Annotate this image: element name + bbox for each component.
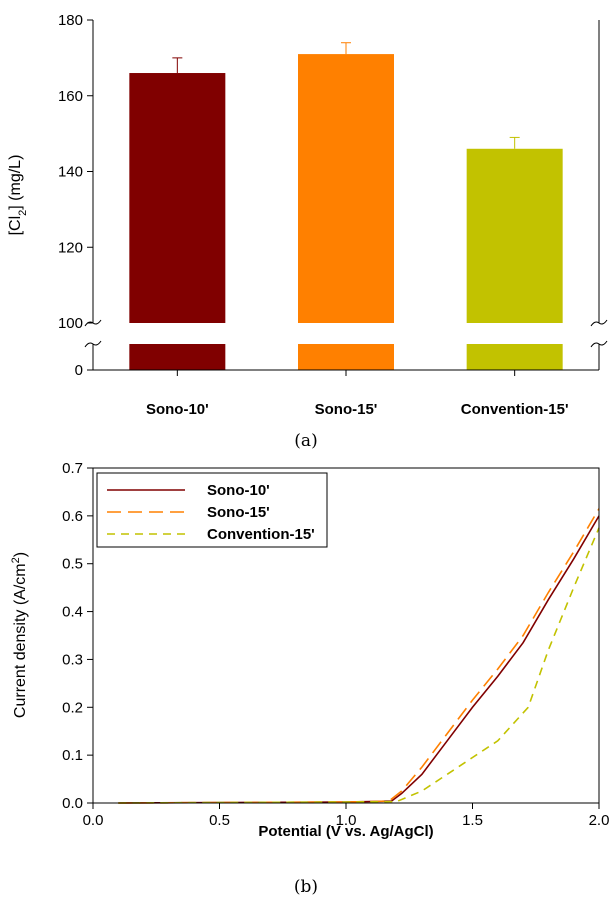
bar-y-tick-label-5: 180 — [58, 12, 83, 29]
break-mark-left-top — [84, 319, 102, 327]
bar-axes — [84, 20, 608, 376]
line-y-tick-label-3: 0.3 — [62, 651, 83, 668]
bar-y-tick-label-0: 0 — [75, 362, 83, 379]
break-mark-right-top — [590, 319, 608, 327]
line-chart-panel-b: Current density (A/cm2) 0.0 0.5 1.0 1.5 2.00… — [10, 460, 609, 897]
line-plot-frame — [92, 467, 600, 804]
legend-label-2: Convention-15' — [207, 526, 315, 543]
line-y-tick-label-0: 0.0 — [62, 795, 83, 812]
legend-label-0: Sono-10' — [207, 482, 270, 499]
line-y-tick-label-4: 0.4 — [62, 604, 83, 621]
line-ticks: 0.0 0.5 1.0 1.5 2.0 0.0 0.1 0.2 0.3 0.4 0.5 0.6 0.7 — [62, 460, 609, 829]
series-line-2 — [118, 527, 600, 804]
line-y-tick-label-1: 0.1 — [62, 747, 83, 764]
bar-1-lower — [298, 344, 394, 370]
line-y-tick-label-6: 0.6 — [62, 508, 83, 525]
bar-category-labels: Sono-10' Sono-15' Convention-15' — [146, 401, 569, 418]
bar-2-lower — [466, 344, 563, 370]
bar-0-upper — [129, 73, 226, 324]
legend: Sono-10' Sono-15' Convention-15' — [96, 472, 328, 548]
break-mark-right-bottom — [590, 340, 608, 348]
bar-0-lower — [129, 344, 226, 370]
line-y-tick-label-2: 0.2 — [62, 699, 83, 716]
bar-y-ticks: 0 100 120 140 160 180 — [58, 12, 93, 379]
line-xlabel: Potential (V vs. Ag/AgCl) — [258, 823, 433, 840]
line-x-tick-label-1: 0.5 — [209, 812, 230, 829]
break-mark-left-bottom — [84, 340, 102, 348]
bar-ylabel: [Cl2] (mg/L) — [7, 155, 29, 236]
bars — [129, 42, 563, 370]
line-x-tick-label-4: 2.0 — [589, 812, 610, 829]
bar-2-upper — [466, 148, 563, 323]
bar-y-tick-label-4: 160 — [58, 88, 83, 105]
line-x-tick-label-3: 1.5 — [462, 812, 483, 829]
caption-a: (a) — [294, 431, 317, 451]
line-ylabel: Current density (A/cm2) — [10, 552, 29, 718]
series-line-1 — [118, 508, 600, 804]
line-x-tick-label-0: 0.0 — [83, 812, 104, 829]
bar-category-label-2: Convention-15' — [461, 401, 569, 418]
series-line-0 — [118, 515, 600, 804]
caption-b: (b) — [294, 877, 318, 897]
line-y-tick-label-5: 0.5 — [62, 556, 83, 573]
bar-y-tick-label-3: 140 — [58, 164, 83, 181]
bar-category-label-1: Sono-15' — [315, 401, 378, 418]
bar-y-tick-label-1: 100 — [58, 315, 83, 332]
line-y-tick-label-7: 0.7 — [62, 460, 83, 477]
bar-y-tick-label-2: 120 — [58, 239, 83, 256]
line-x-tick-label-2: 1.0 — [336, 812, 357, 829]
bar-category-label-0: Sono-10' — [146, 401, 209, 418]
line-series — [118, 508, 600, 804]
legend-label-1: Sono-15' — [207, 504, 270, 521]
bar-1-upper — [298, 54, 394, 324]
